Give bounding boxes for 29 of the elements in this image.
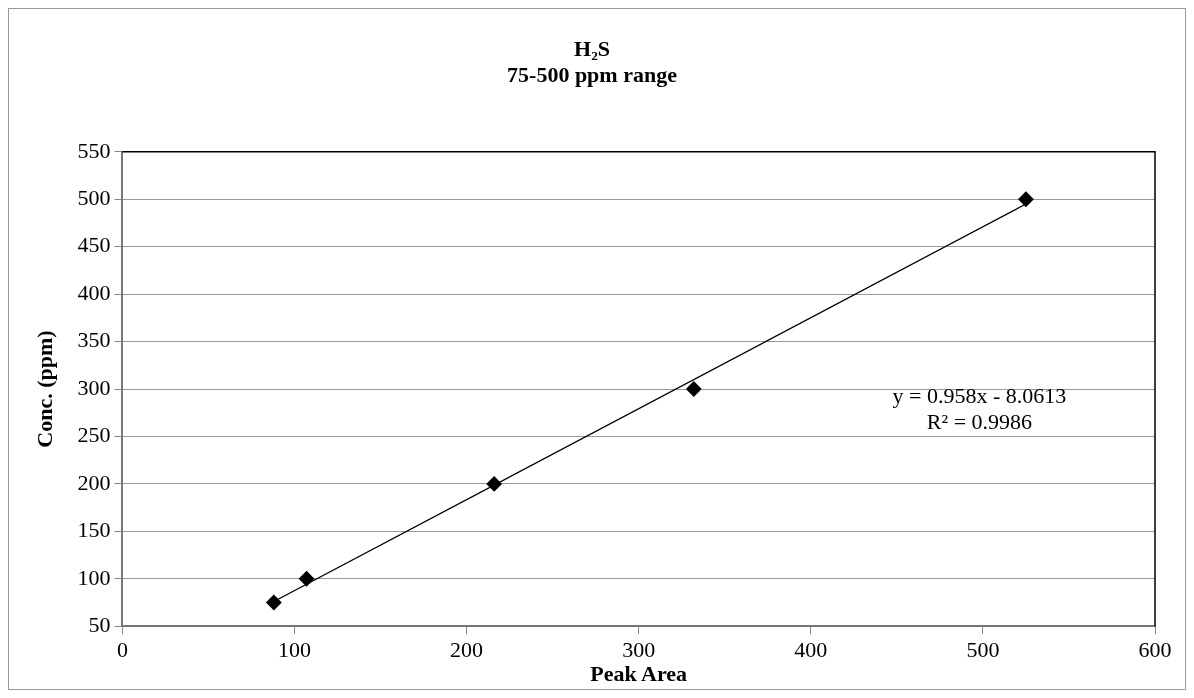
y-tick-label: 250	[77, 422, 111, 448]
y-tick-label: 350	[77, 327, 111, 353]
point	[1018, 191, 1034, 207]
y-tick-label: 100	[77, 564, 111, 590]
y-tick-label: 50	[88, 611, 111, 637]
chart-title: H₂S	[574, 35, 610, 61]
x-tick-label: 100	[278, 637, 311, 663]
x-tick-label: 200	[450, 637, 484, 663]
y-tick-label: 400	[77, 279, 111, 305]
annotation: R² = 0.9986	[926, 409, 1033, 435]
x-axis-title: Peak Area	[590, 661, 688, 687]
x-tick-label: 600	[1138, 637, 1172, 663]
y-tick-label: 150	[77, 517, 111, 543]
x-tick-label: 500	[966, 637, 1000, 663]
y-tick-label: 500	[77, 185, 111, 211]
point	[486, 476, 502, 492]
y-tick-label: 450	[77, 232, 111, 258]
x-tick-label: 0	[116, 637, 128, 663]
y-tick-label: 200	[77, 469, 111, 495]
chart-subtitle: 75-500 ppm range	[507, 62, 678, 88]
x-tick-label: 400	[794, 637, 828, 663]
point	[686, 381, 702, 397]
y-tick-label: 550	[77, 137, 111, 163]
point	[298, 571, 315, 587]
annotation: y = 0.958x - 8.0613	[892, 383, 1067, 409]
point	[266, 594, 282, 611]
x-tick-label: 300	[622, 637, 656, 663]
y-axis-title: Conc. (ppm)	[31, 330, 57, 448]
y-tick-label: 300	[77, 374, 111, 400]
